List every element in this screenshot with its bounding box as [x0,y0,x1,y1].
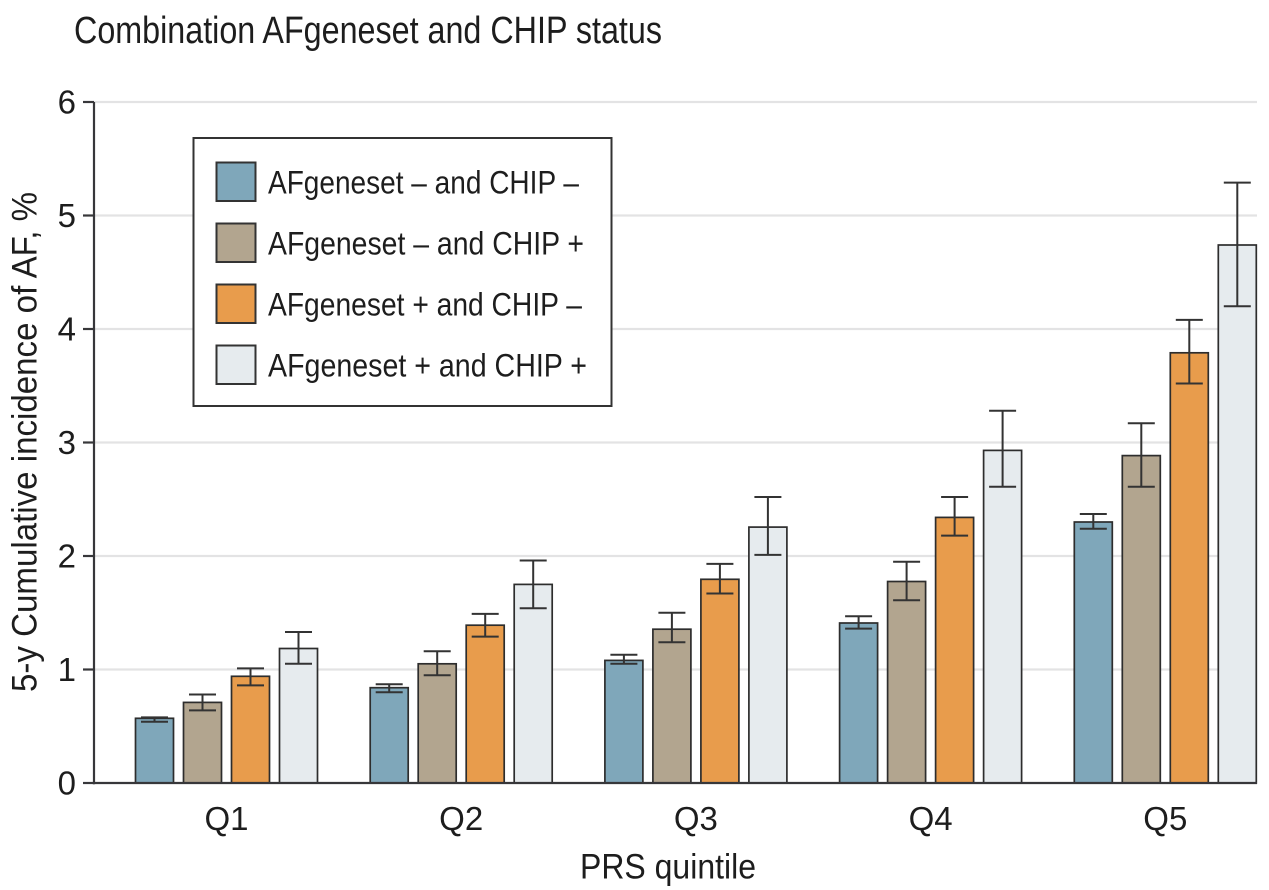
svg-text:Q3: Q3 [674,800,718,837]
svg-text:3: 3 [58,424,76,461]
svg-text:Combination AFgeneset and CHIP: Combination AFgeneset and CHIP status [74,10,662,52]
svg-text:5: 5 [58,197,76,234]
svg-text:PRS quintile: PRS quintile [580,848,756,887]
svg-text:Q4: Q4 [909,800,953,837]
svg-text:AFgeneset – and CHIP +: AFgeneset – and CHIP + [268,226,584,262]
svg-text:Q2: Q2 [439,800,483,837]
svg-text:5-y Cumulative incidence of AF: 5-y Cumulative incidence of AF, % [6,192,45,692]
svg-text:Q5: Q5 [1143,800,1187,837]
svg-text:0: 0 [58,765,76,802]
svg-text:2: 2 [58,538,76,575]
svg-text:4: 4 [58,311,76,348]
svg-text:AFgeneset + and CHIP +: AFgeneset + and CHIP + [268,348,587,384]
svg-text:Q1: Q1 [204,800,248,837]
svg-text:1: 1 [58,651,76,688]
svg-text:6: 6 [58,84,76,121]
svg-text:AFgeneset – and CHIP –: AFgeneset – and CHIP – [268,165,579,201]
svg-text:AFgeneset + and CHIP –: AFgeneset + and CHIP – [268,287,582,323]
